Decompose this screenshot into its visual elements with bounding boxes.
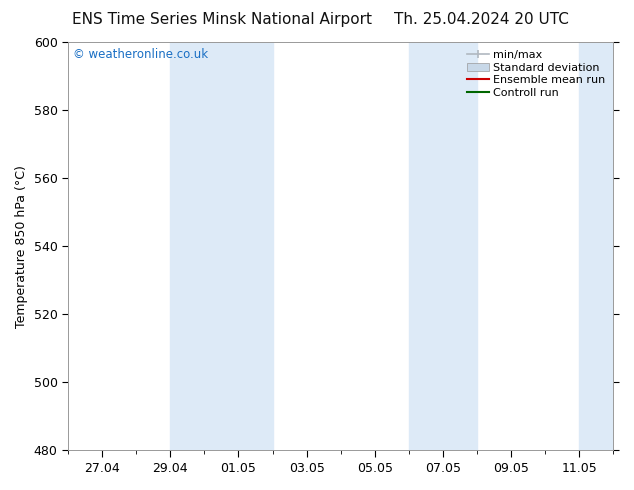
Bar <box>409 42 443 450</box>
Y-axis label: Temperature 850 hPa (°C): Temperature 850 hPa (°C) <box>15 165 28 327</box>
Bar <box>238 42 273 450</box>
Legend: min/max, Standard deviation, Ensemble mean run, Controll run: min/max, Standard deviation, Ensemble me… <box>465 48 608 100</box>
Bar <box>579 42 614 450</box>
Bar <box>171 42 238 450</box>
Text: © weatheronline.co.uk: © weatheronline.co.uk <box>74 48 209 61</box>
Bar <box>443 42 477 450</box>
Text: ENS Time Series Minsk National Airport: ENS Time Series Minsk National Airport <box>72 12 372 27</box>
Text: Th. 25.04.2024 20 UTC: Th. 25.04.2024 20 UTC <box>394 12 569 27</box>
